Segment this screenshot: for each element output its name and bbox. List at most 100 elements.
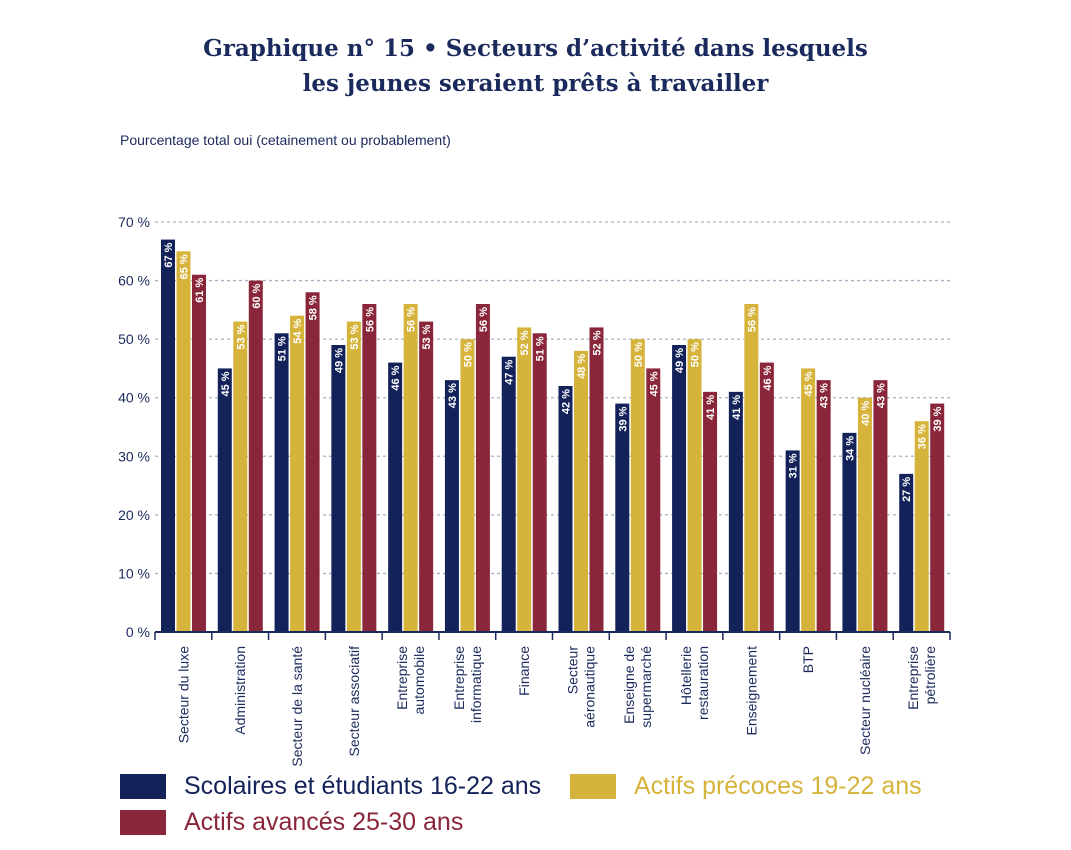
- bar: [305, 292, 320, 632]
- bar: [460, 339, 475, 632]
- bar: [816, 380, 831, 632]
- x-tick-label: Entreprise: [451, 646, 467, 710]
- data-label: 50 %: [690, 342, 702, 367]
- bar: [217, 368, 232, 632]
- y-tick-label: 20 %: [118, 507, 150, 523]
- data-label: 43 %: [875, 383, 887, 408]
- bar: [646, 368, 661, 632]
- bar: [532, 333, 547, 632]
- x-tick-label: Secteur nucléaire: [857, 646, 873, 755]
- data-label: 40 %: [860, 401, 872, 426]
- data-label: 39 %: [932, 406, 944, 431]
- bar: [248, 280, 263, 632]
- x-tick-label: Secteur de la santé: [289, 646, 305, 767]
- legend-swatch: [120, 774, 166, 799]
- bar: [899, 473, 914, 632]
- data-label: 36 %: [917, 424, 929, 449]
- data-label: 51 %: [535, 336, 547, 361]
- y-tick-label: 60 %: [118, 273, 150, 289]
- y-axis-label: Pourcentage total oui (cetainement ou pr…: [120, 132, 451, 148]
- data-label: 53 %: [421, 324, 433, 349]
- data-label: 41 %: [705, 395, 717, 420]
- data-label: 54 %: [292, 319, 304, 344]
- bar: [192, 274, 206, 632]
- data-label: 56 %: [746, 307, 758, 332]
- x-tick-label: Secteur du luxe: [175, 646, 191, 743]
- x-tick-label: Enseigne de: [621, 646, 637, 724]
- legend-label: Scolaires et étudiants 16-22 ans: [184, 772, 542, 800]
- x-tick-label: Secteur associatif: [346, 646, 362, 757]
- data-label: 31 %: [788, 453, 800, 478]
- data-label: 47 %: [504, 360, 516, 385]
- data-label: 56 %: [364, 307, 376, 332]
- x-tick-label: Administration: [232, 646, 248, 735]
- y-tick-label: 0 %: [126, 624, 150, 640]
- bar: [388, 362, 403, 632]
- data-label: 50 %: [462, 342, 474, 367]
- data-label: 52 %: [592, 330, 604, 355]
- data-label: 65 %: [179, 254, 191, 279]
- bar: [274, 333, 289, 632]
- x-tick-label: Enseignement: [743, 646, 759, 736]
- chart-title-line-1: Graphique n° 15 • Secteurs d’activité da…: [203, 35, 868, 62]
- x-tick-label: Entreprise: [394, 646, 410, 710]
- x-tick-label: Finance: [516, 646, 532, 696]
- bar: [331, 345, 346, 632]
- legend-swatch: [570, 774, 616, 799]
- bar: [687, 339, 702, 632]
- bar: [475, 304, 490, 632]
- x-tick-label: Entreprise: [905, 646, 921, 710]
- data-label: 60 %: [251, 283, 263, 308]
- data-label: 46 %: [762, 365, 774, 390]
- data-label: 45 %: [648, 371, 660, 396]
- y-tick-label: 30 %: [118, 448, 150, 464]
- x-tick-label: supermarché: [638, 646, 654, 728]
- data-label: 49 %: [674, 348, 686, 373]
- data-label: 56 %: [406, 307, 418, 332]
- bar: [161, 239, 175, 633]
- data-label: 43 %: [447, 383, 459, 408]
- y-tick-label: 70 %: [118, 214, 150, 230]
- bar: [176, 251, 191, 633]
- bar: [759, 362, 774, 632]
- bar: [233, 321, 248, 632]
- bar: [672, 345, 687, 632]
- legend-label: Actifs avancés 25-30 ans: [184, 808, 464, 836]
- bar: [444, 380, 459, 632]
- data-label: 53 %: [349, 324, 361, 349]
- bar: [589, 327, 604, 632]
- bar: [615, 403, 630, 632]
- bar: [346, 321, 361, 632]
- bar: [574, 350, 588, 632]
- x-tick-label: BTP: [800, 646, 816, 673]
- bar: [873, 380, 888, 632]
- y-tick-label: 40 %: [118, 390, 150, 406]
- data-label: 48 %: [576, 354, 588, 379]
- data-label: 53 %: [235, 324, 247, 349]
- data-label: 56 %: [478, 307, 490, 332]
- bar: [630, 339, 645, 632]
- data-label: 34 %: [844, 436, 856, 461]
- x-tick-label: Hôtellerie: [678, 646, 694, 705]
- data-label: 46 %: [390, 365, 402, 390]
- data-label: 58 %: [308, 295, 320, 320]
- x-tick-label: Secteur: [564, 646, 580, 695]
- legend-swatch: [120, 810, 166, 835]
- bar: [728, 391, 743, 632]
- data-label: 45 %: [220, 371, 232, 396]
- bar: [842, 432, 857, 632]
- legend-item-precoces: Actifs précoces 19-22 ans: [570, 772, 922, 801]
- data-label: 61 %: [194, 278, 206, 303]
- x-tick-label: aéronautique: [581, 646, 597, 728]
- x-tick-label: automobile: [411, 646, 427, 715]
- bar: [362, 304, 377, 632]
- data-label: 50 %: [633, 342, 645, 367]
- x-tick-label: restauration: [695, 646, 711, 720]
- bar: [419, 321, 434, 632]
- bar: [290, 315, 305, 632]
- bar: [403, 304, 418, 632]
- data-label: 39 %: [617, 406, 629, 431]
- bar: [785, 450, 800, 632]
